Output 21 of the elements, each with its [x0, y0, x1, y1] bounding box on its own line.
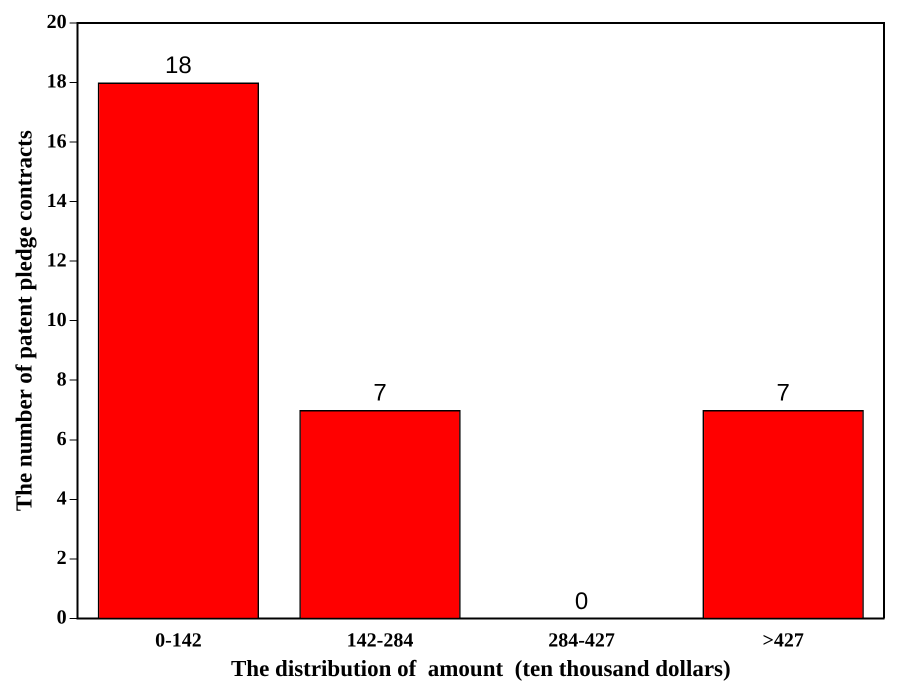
y-tick-label: 14 — [46, 190, 67, 212]
y-tick-label: 0 — [56, 606, 67, 629]
data-label: 7 — [373, 380, 387, 407]
data-label: 18 — [165, 52, 192, 80]
data-label: 0 — [574, 588, 588, 616]
y-tick-label: 8 — [56, 368, 67, 390]
x-tick-label: >427 — [762, 630, 804, 652]
x-tick-label: 0-142 — [155, 630, 202, 652]
y-axis-title: The number of patent pledge contracts — [12, 130, 38, 512]
y-tick-label: 10 — [46, 308, 67, 331]
data-label: 7 — [776, 380, 790, 407]
y-tick-label: 4 — [56, 487, 67, 510]
y-tick-label: 12 — [46, 249, 67, 272]
y-tick-label: 20 — [46, 11, 67, 34]
y-tick-label: 6 — [56, 428, 67, 450]
x-axis-title: The distribution of amount (ten thousand dollars) — [230, 656, 731, 682]
y-tick-label: 16 — [46, 130, 67, 152]
x-tick-label: 142-284 — [346, 630, 414, 652]
x-tick-label: 284-427 — [548, 630, 615, 652]
y-tick-label: 18 — [46, 70, 67, 93]
y-tick-label: 2 — [56, 547, 67, 570]
